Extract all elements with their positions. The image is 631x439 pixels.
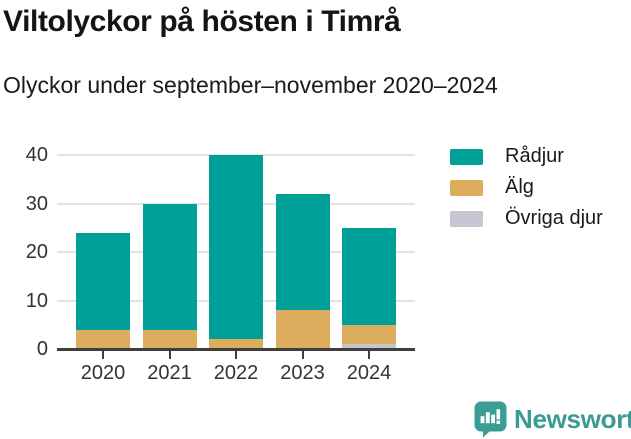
y-tick-label: 20 bbox=[25, 241, 48, 263]
x-tick bbox=[368, 351, 370, 359]
legend: Rådjur Älg Övriga djur bbox=[450, 145, 603, 230]
y-tick-label: 40 bbox=[25, 144, 48, 166]
y-tick-label: 30 bbox=[25, 192, 48, 215]
plot-area bbox=[57, 154, 415, 351]
bar-segment-2021 bbox=[142, 329, 197, 349]
newsworthy-brand-link[interactable]: Newsworthy bbox=[474, 401, 631, 438]
x-tick-label: 2024 bbox=[346, 362, 392, 384]
x-axis: 2020 2021 2022 2023 2024 bbox=[57, 351, 417, 389]
bar-segment-2024 bbox=[342, 227, 396, 325]
gridline-y40 bbox=[57, 154, 415, 156]
legend-item: Rådjur bbox=[450, 145, 603, 168]
legend-swatch bbox=[450, 210, 483, 227]
y-tick-label: 10 bbox=[25, 289, 48, 312]
x-tick-label: 2020 bbox=[80, 362, 126, 384]
bar-segment-2022 bbox=[209, 155, 263, 340]
newsworthy-logo-icon bbox=[474, 401, 507, 438]
x-tick bbox=[102, 351, 104, 359]
x-tick bbox=[168, 351, 171, 359]
x-tick bbox=[301, 351, 304, 359]
legend-swatch bbox=[450, 179, 483, 196]
x-tick-label: 2021 bbox=[147, 362, 192, 384]
bar-segment-2020 bbox=[76, 329, 130, 349]
legend-label: Älg bbox=[505, 176, 534, 198]
bar-segment-2023 bbox=[275, 193, 330, 311]
legend-label: Övriga djur bbox=[505, 207, 603, 229]
chart-subtitle: Olyckor under september–november 2020–20… bbox=[3, 72, 498, 98]
bar-segment-2023 bbox=[275, 310, 330, 349]
x-axis-line bbox=[57, 348, 415, 351]
bar-segment-2020 bbox=[76, 232, 130, 330]
legend-item: Övriga djur bbox=[450, 207, 603, 230]
legend-label: Rådjur bbox=[505, 145, 564, 167]
y-tick-label: 0 bbox=[36, 338, 48, 360]
legend-swatch bbox=[450, 148, 483, 165]
bar-segment-2022 bbox=[209, 339, 263, 349]
y-axis: 0 10 20 30 40 bbox=[0, 144, 48, 360]
brand-name: Newsworthy bbox=[514, 404, 631, 434]
bar-segment-2024 bbox=[342, 344, 396, 349]
bar-segment-2024 bbox=[342, 324, 396, 345]
x-tick bbox=[235, 351, 237, 359]
legend-item: Älg bbox=[450, 176, 603, 199]
x-tick-label: 2022 bbox=[213, 362, 259, 384]
x-tick-label: 2023 bbox=[280, 362, 325, 384]
bar-segment-2021 bbox=[142, 203, 197, 330]
chart-title: Viltolyckor på hösten i Timrå bbox=[3, 5, 401, 38]
